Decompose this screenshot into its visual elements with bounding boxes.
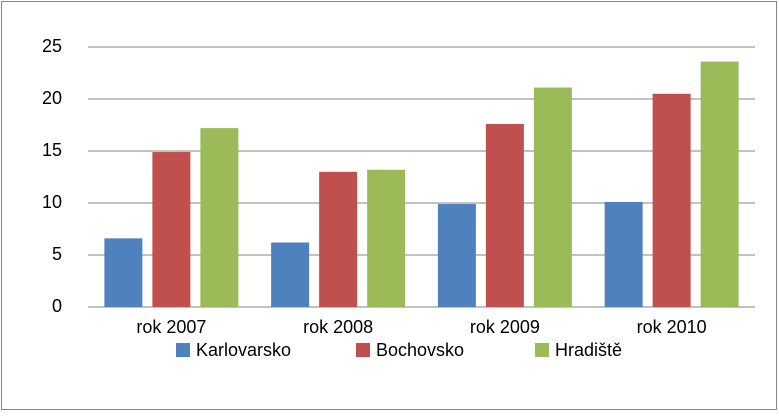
bar: [700, 61, 739, 308]
bar: [271, 242, 310, 307]
x-tick-label: rok 2009: [470, 317, 540, 337]
y-tick-label: 20: [42, 88, 62, 108]
legend-label: Bochovsko: [376, 340, 464, 360]
x-tick-label: rok 2010: [637, 317, 707, 337]
bar: [104, 238, 143, 307]
bar: [200, 128, 239, 307]
legend-swatch: [356, 343, 370, 357]
bar: [652, 93, 691, 307]
y-tick-label: 10: [42, 192, 62, 212]
y-tick-label: 25: [42, 36, 62, 56]
y-tick-label: 15: [42, 140, 62, 160]
bar: [152, 152, 191, 307]
x-tick-label: rok 2008: [303, 317, 373, 337]
legend-label: Hradiště: [555, 340, 622, 360]
bar: [319, 171, 358, 307]
bar: [485, 123, 524, 308]
legend-label: Karlovarsko: [196, 340, 291, 360]
legend-swatch: [535, 343, 549, 357]
legend-swatch: [176, 343, 190, 357]
bar: [533, 87, 572, 307]
y-tick-label: 0: [52, 296, 62, 316]
bar: [604, 201, 643, 307]
bar: [437, 204, 476, 307]
x-tick-label: rok 2007: [136, 317, 206, 337]
y-tick-label: 5: [52, 244, 62, 264]
bar: [367, 169, 406, 307]
